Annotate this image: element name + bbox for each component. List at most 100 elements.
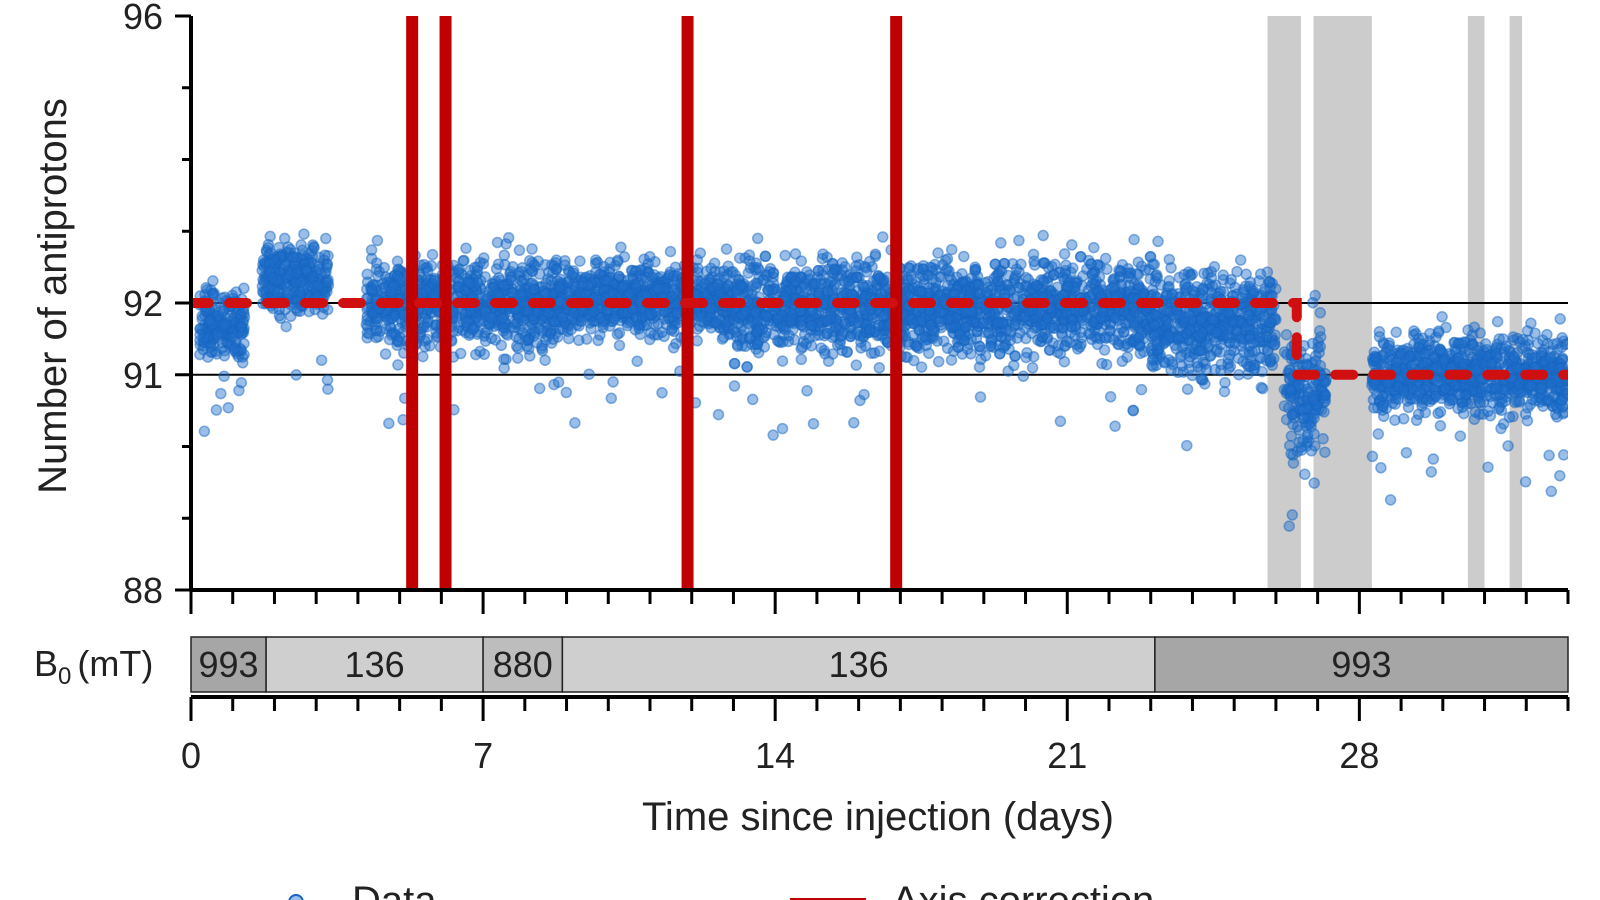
- data-point: [1163, 353, 1175, 366]
- data-point: [851, 251, 863, 263]
- data-point: [361, 268, 373, 281]
- data-point: [1280, 328, 1293, 341]
- data-point: [573, 334, 585, 347]
- data-point: [496, 313, 508, 325]
- data-point: [511, 352, 524, 364]
- data-point: [1308, 394, 1320, 406]
- data-point: [454, 347, 467, 360]
- data-point: [562, 276, 575, 289]
- data-point: [574, 255, 586, 267]
- data-point: [997, 317, 1009, 330]
- data-point: [426, 248, 439, 261]
- data-point: [360, 318, 373, 331]
- data-point: [734, 279, 747, 292]
- data-point: [859, 340, 872, 352]
- data-point: [1009, 318, 1021, 331]
- data-point: [215, 387, 227, 400]
- data-point: [739, 305, 752, 318]
- data-point: [379, 348, 392, 360]
- data-point: [1182, 266, 1195, 278]
- data-point: [198, 425, 211, 438]
- data-point: [1074, 341, 1086, 353]
- data-point: [1017, 370, 1030, 383]
- data-point: [372, 270, 384, 282]
- data-point: [421, 265, 434, 277]
- data-point: [989, 258, 1002, 270]
- data-point: [513, 244, 526, 257]
- data-point: [1114, 271, 1126, 283]
- data-point: [973, 340, 986, 353]
- data-point: [642, 267, 655, 279]
- data-point: [994, 347, 1006, 360]
- data-point: [458, 254, 470, 267]
- data-point: [539, 354, 551, 366]
- data-point: [1308, 477, 1320, 489]
- data-point: [1308, 428, 1320, 440]
- data-point: [761, 310, 774, 323]
- data-point: [692, 262, 704, 275]
- data-point: [644, 327, 657, 339]
- data-point: [1263, 316, 1276, 329]
- data-point: [1208, 261, 1221, 273]
- data-point: [907, 317, 920, 330]
- data-point: [322, 276, 334, 288]
- data-point: [1047, 269, 1060, 281]
- data-point: [779, 249, 791, 262]
- data-point: [767, 429, 779, 441]
- data-point: [478, 252, 490, 264]
- data-point: [658, 306, 671, 318]
- data-point: [1066, 239, 1078, 251]
- data-point: [421, 333, 433, 346]
- data-point: [631, 355, 643, 367]
- data-point: [796, 341, 809, 353]
- data-point: [830, 321, 842, 333]
- data-point: [839, 318, 851, 330]
- data-point: [1219, 376, 1231, 389]
- data-point: [295, 239, 307, 251]
- data-point: [920, 339, 933, 352]
- data-point: [567, 267, 580, 279]
- data-point: [383, 417, 395, 430]
- data-point: [569, 417, 581, 429]
- data-point: [385, 285, 397, 298]
- data-point: [945, 243, 958, 256]
- data-point: [942, 313, 955, 326]
- data-point: [216, 336, 229, 349]
- data-point: [656, 387, 668, 399]
- data-point: [762, 284, 775, 297]
- data-point: [502, 232, 515, 244]
- data-point: [873, 362, 886, 374]
- data-point: [1163, 317, 1175, 330]
- data-point: [548, 260, 560, 272]
- data-point: [1180, 281, 1192, 294]
- data-point: [1502, 440, 1514, 452]
- data-point: [739, 340, 752, 353]
- data-point: [236, 357, 249, 369]
- data-point: [557, 323, 570, 335]
- data-point: [1036, 331, 1049, 344]
- data-point: [1041, 312, 1053, 324]
- data-point: [1151, 272, 1164, 284]
- data-point: [812, 264, 825, 277]
- data-point: [491, 236, 504, 249]
- data-point: [607, 287, 620, 300]
- data-point: [1454, 430, 1467, 442]
- data-point: [916, 285, 928, 298]
- data-point: [1256, 382, 1269, 395]
- data-point: [510, 340, 523, 352]
- data-point: [264, 247, 277, 259]
- data-point: [821, 327, 833, 340]
- data-point: [370, 257, 383, 269]
- data-point: [321, 374, 334, 386]
- data-point: [757, 274, 769, 286]
- data-point: [959, 321, 972, 333]
- data-point: [784, 315, 797, 327]
- data-point: [844, 330, 857, 343]
- data-point: [312, 279, 324, 292]
- data-point: [1543, 449, 1555, 462]
- data-point: [290, 302, 303, 315]
- data-point: [974, 287, 986, 300]
- data-point: [743, 255, 756, 267]
- data-point: [1314, 307, 1327, 319]
- data-point: [1135, 383, 1148, 396]
